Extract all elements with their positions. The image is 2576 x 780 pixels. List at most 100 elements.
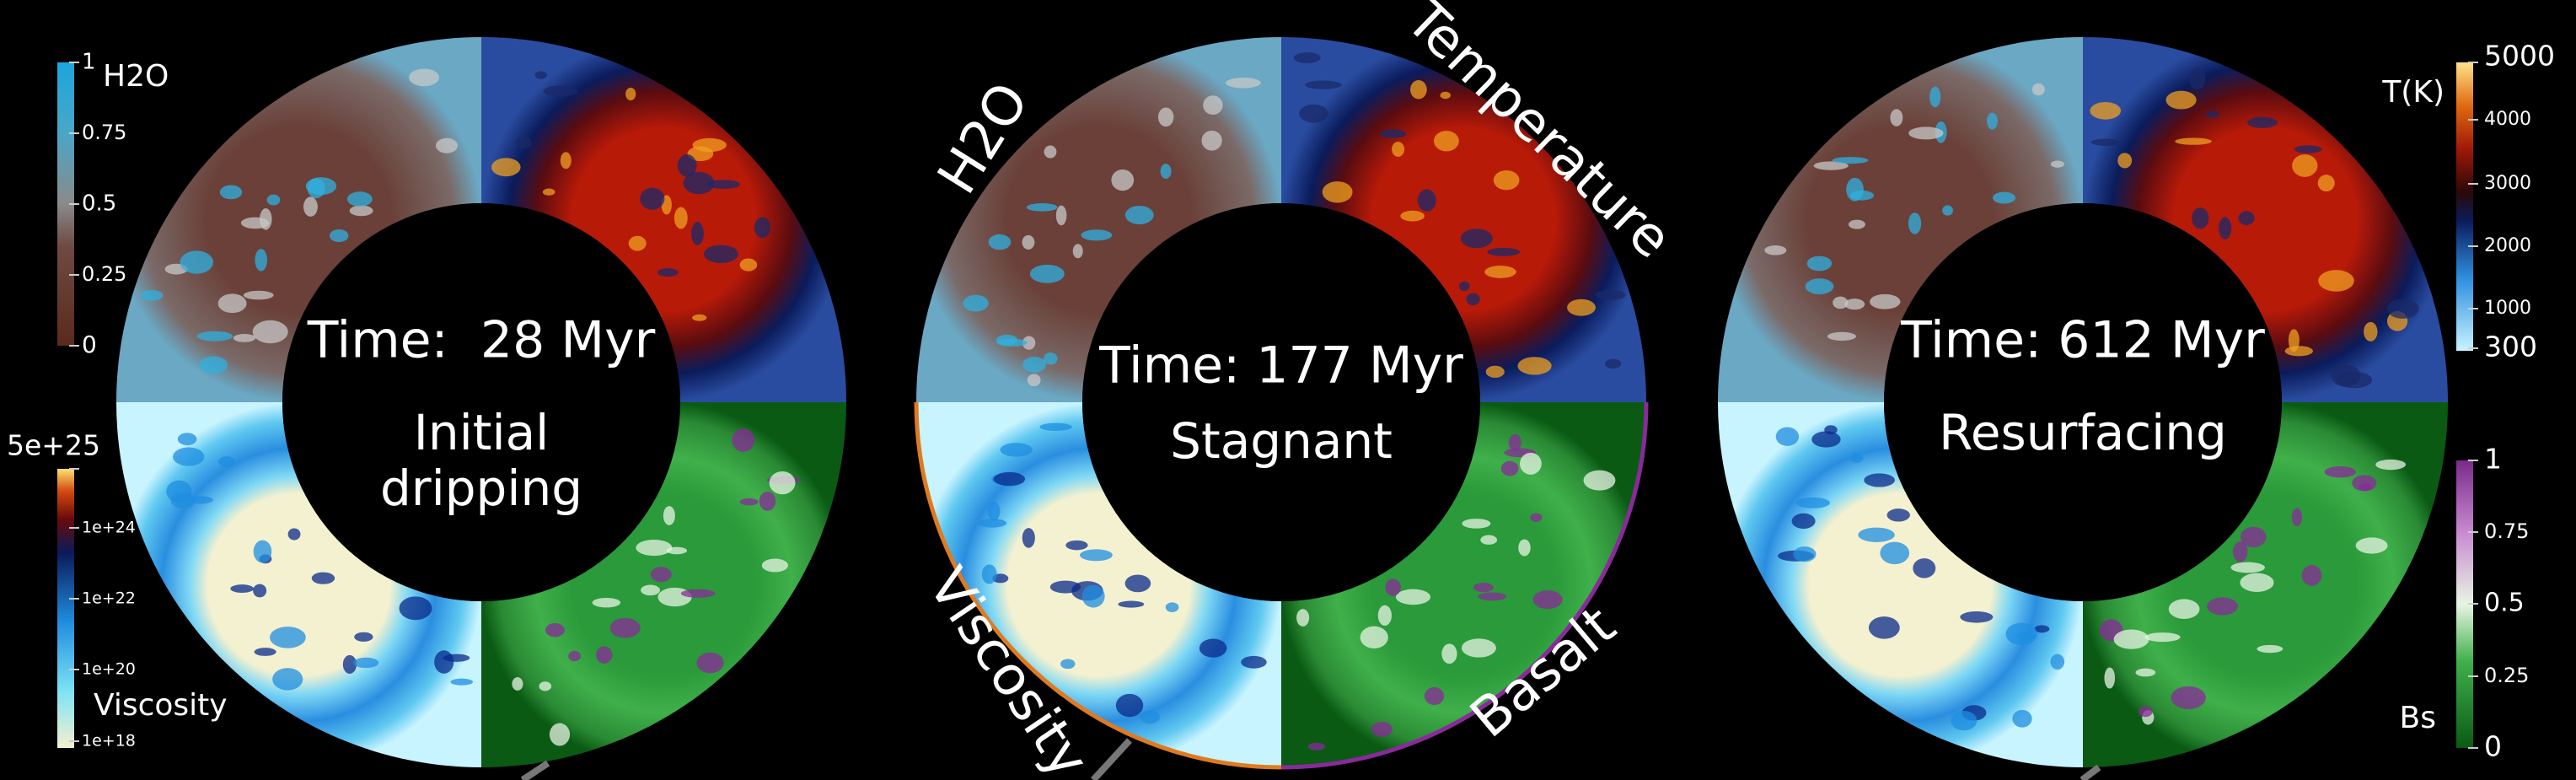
texture [963, 294, 989, 312]
texture [1241, 655, 1267, 669]
texture [1832, 157, 1869, 164]
tick-label: 1 [82, 50, 96, 75]
colorbar-label: T(K) [2381, 75, 2445, 110]
texture [1775, 427, 1800, 446]
texture [2188, 67, 2206, 90]
texture [2144, 632, 2181, 643]
texture [696, 652, 724, 674]
axis-stub [1091, 738, 1132, 780]
texture [173, 447, 205, 466]
tick-label: 1e+18 [82, 732, 136, 750]
viscosity-quadrant [1718, 402, 2083, 767]
texture [1044, 145, 1057, 159]
colorbars: H2O 1 0.75 0.5 0.25 0 Viscosity 5e+25 1e+24 1e+22… [7, 40, 2555, 763]
texture [1813, 161, 1849, 170]
texture [1848, 219, 1865, 229]
texture [1595, 289, 1626, 300]
texture [534, 71, 548, 79]
texture [1140, 710, 1161, 724]
texture [690, 221, 704, 245]
texture [1508, 433, 1521, 451]
texture [769, 471, 796, 495]
texture [1124, 205, 1154, 225]
texture [255, 249, 268, 272]
rim [1280, 401, 1649, 770]
texture [1869, 293, 1901, 309]
texture [1764, 245, 1787, 256]
texture [2324, 465, 2356, 478]
texture [1890, 109, 1903, 126]
texture [1377, 605, 1392, 627]
texture [2050, 654, 2065, 670]
texture [1805, 278, 1834, 295]
texture [1322, 181, 1353, 203]
time-label: Time: 28 Myr [307, 311, 656, 370]
texture [1849, 190, 1875, 201]
texture [2317, 175, 2335, 192]
texture [1060, 659, 1076, 670]
texture [2113, 629, 2149, 649]
texture [560, 152, 572, 169]
texture [625, 87, 636, 101]
texture [1500, 460, 1519, 476]
texture [435, 137, 459, 153]
texture [1992, 191, 2016, 204]
tick-label: 1 [2484, 443, 2502, 476]
texture [1478, 592, 1506, 601]
regime-label: Initial [414, 404, 550, 461]
h2o-quadrant [116, 37, 481, 402]
texture [2230, 562, 2265, 573]
texture [732, 428, 755, 452]
texture [706, 180, 740, 190]
basalt-quadrant [481, 402, 846, 767]
texture [1518, 539, 1531, 557]
texture [2288, 329, 2300, 352]
tick-label: 0.5 [82, 191, 116, 217]
core [1884, 203, 2282, 601]
texture [739, 258, 758, 272]
texture [549, 723, 571, 746]
texture [252, 320, 288, 344]
texture [266, 194, 281, 206]
texture [1304, 80, 1342, 89]
viscosity-quadrant [116, 402, 481, 767]
texture [1410, 80, 1427, 100]
rim [914, 401, 1282, 770]
texture [680, 589, 716, 598]
texture [346, 191, 373, 207]
texture [349, 205, 373, 217]
texture [981, 564, 997, 584]
texture [1022, 528, 1035, 548]
texture [683, 171, 715, 195]
tick-label: 0.75 [2484, 519, 2529, 543]
texture [628, 235, 647, 251]
texture [1908, 212, 1922, 234]
core [1082, 203, 1480, 601]
texture [2031, 83, 2045, 96]
texture [270, 627, 306, 648]
texture [1115, 693, 1144, 718]
texture [543, 85, 578, 97]
texture [568, 650, 582, 662]
texture [996, 338, 1028, 347]
h2o-quadrant [916, 37, 1281, 402]
texture [1043, 352, 1058, 365]
texture [1868, 616, 1900, 639]
texture [1081, 584, 1105, 608]
texture [1951, 710, 1978, 731]
texture [1079, 549, 1113, 562]
texture [677, 154, 697, 177]
texture [2104, 667, 2116, 689]
texture [978, 519, 1007, 528]
texture [342, 654, 357, 675]
texture [1201, 130, 1222, 151]
texture [1400, 210, 1425, 222]
texture [1480, 535, 1498, 545]
texture [1385, 578, 1401, 596]
texture [739, 498, 759, 506]
texture [609, 617, 641, 638]
texture [1433, 131, 1459, 152]
tick-label: 0 [2484, 730, 2502, 763]
texture [641, 584, 661, 596]
